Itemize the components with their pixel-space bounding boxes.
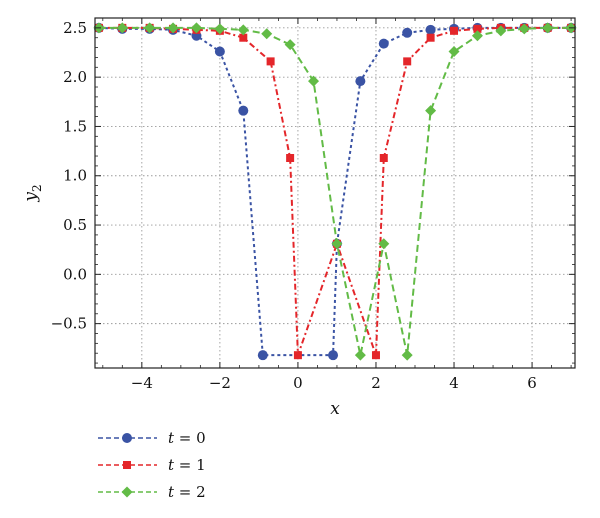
x-tick-label: 2 [371, 374, 381, 392]
data-point [190, 22, 202, 34]
y-axis-label-main: y [21, 192, 41, 203]
data-point [239, 33, 248, 42]
data-point [167, 22, 179, 34]
series-layer [93, 22, 577, 361]
data-point [450, 26, 459, 35]
y-tick-label: 1.5 [63, 117, 87, 135]
legend-marker [122, 433, 132, 443]
data-point [144, 22, 156, 34]
data-point [426, 33, 435, 42]
data-point [237, 24, 249, 36]
data-point [371, 351, 380, 360]
legend: t = 0 t = 1 t = 2 [98, 429, 206, 501]
x-tick-label: −4 [131, 374, 153, 392]
data-point [257, 350, 268, 361]
y-tick-label: −0.5 [51, 315, 87, 333]
y-tick-label: 1.0 [63, 167, 87, 185]
data-point [542, 22, 554, 34]
data-point [495, 25, 507, 37]
data-point [308, 75, 320, 87]
data-point [354, 349, 366, 361]
data-point [401, 349, 413, 361]
data-point [448, 46, 460, 58]
y-tick-label: 2.0 [63, 68, 87, 86]
x-tick-label: 4 [449, 374, 459, 392]
data-point [261, 28, 273, 40]
legend-marker [121, 486, 133, 498]
x-axis-label: x [330, 399, 340, 419]
data-point [473, 24, 482, 33]
plot-frame [94, 17, 576, 369]
y-tick-label: 0.5 [63, 216, 87, 234]
legend-entry: t = 2 [98, 483, 206, 501]
legend-label: t = 1 [168, 456, 206, 474]
data-point [293, 351, 302, 360]
data-point [518, 23, 530, 35]
legend-entry: t = 0 [98, 429, 206, 447]
data-point [238, 105, 249, 116]
series-t0 [93, 22, 577, 361]
data-point [214, 46, 225, 57]
y-axis-label-subscript: 2 [30, 184, 44, 192]
grid-lines [95, 18, 575, 368]
axis-ticks: −4 −2 0 2 4 6 −0.5 0.0 0.5 1.0 1.5 2.0 2.5 [51, 18, 575, 392]
data-point [266, 57, 275, 66]
data-point [331, 238, 343, 250]
data-point [378, 238, 390, 250]
x-tick-label: 6 [527, 374, 537, 392]
data-point [379, 154, 388, 162]
x-tick-label: 0 [293, 374, 303, 392]
legend-entry: t = 1 [98, 456, 206, 474]
legend-label: t = 0 [168, 429, 206, 447]
x-tick-label: −2 [209, 374, 231, 392]
data-point [378, 38, 389, 49]
legend-marker [123, 461, 131, 469]
data-point [214, 23, 226, 35]
y-axis-label: y2 [21, 184, 44, 202]
data-point [403, 57, 412, 66]
data-point [328, 350, 339, 361]
series-t2 [93, 22, 577, 361]
data-point [284, 39, 296, 51]
data-point [425, 24, 436, 35]
data-point [116, 22, 128, 34]
y-tick-label: 2.5 [63, 19, 87, 37]
y-tick-label: 0.0 [63, 265, 87, 283]
data-point [402, 27, 413, 38]
series-line [98, 26, 572, 356]
data-point [425, 105, 437, 117]
legend-label: t = 2 [168, 483, 206, 501]
data-point [471, 30, 483, 42]
data-point [286, 154, 295, 162]
data-point [355, 76, 366, 87]
